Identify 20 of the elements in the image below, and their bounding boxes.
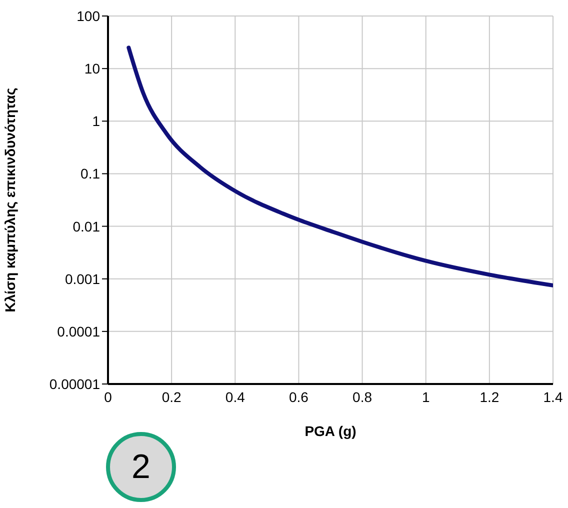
- x-tick-label: 1.4: [543, 388, 563, 405]
- x-axis-title: PGA (g): [304, 423, 356, 439]
- y-tick-label: 10: [84, 60, 100, 77]
- y-tick-label: 0.00001: [49, 376, 100, 392]
- y-tick-label: 1: [92, 113, 100, 130]
- x-tick-label: 0.2: [162, 388, 182, 405]
- y-tick-label: 0.1: [80, 166, 100, 182]
- y-tick-label: 0.001: [64, 270, 100, 287]
- y-tick-label: 100: [76, 8, 100, 24]
- x-tick-label: 0: [104, 388, 112, 405]
- line-series: [126, 46, 553, 288]
- x-tick-label: 0.8: [352, 388, 372, 405]
- x-tick-label: 1: [422, 388, 430, 405]
- x-tick-label: 0.6: [288, 388, 309, 405]
- y-tick-label: 0.0001: [57, 323, 100, 340]
- x-tick-label: 1.2: [480, 388, 500, 405]
- y-axis-title: Κλίση καμπύλης επικινδυνότητας: [2, 88, 18, 312]
- x-tick-label: 0.4: [225, 388, 246, 405]
- circle-badge: 2: [106, 432, 176, 502]
- y-tick-label: 0.01: [72, 218, 100, 234]
